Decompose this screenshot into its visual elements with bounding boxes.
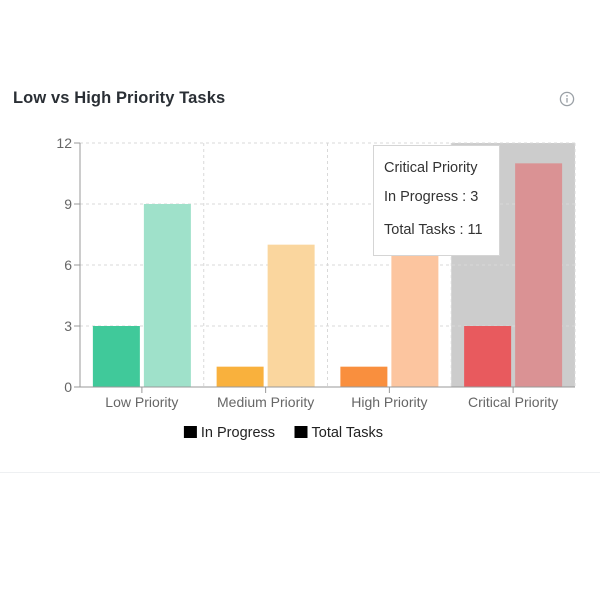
legend-swatch	[294, 426, 308, 438]
tooltip-in-progress: In Progress : 3	[384, 189, 479, 205]
y-tick-label: 6	[64, 257, 72, 273]
info-circle-icon[interactable]	[559, 91, 575, 107]
tooltip-total: Total Tasks : 11	[384, 222, 483, 238]
bar-total-tasks	[391, 244, 439, 387]
y-tick-label: 0	[64, 379, 72, 395]
bar-in-progress	[92, 326, 140, 387]
y-tick-label: 3	[64, 318, 72, 334]
legend-label: In Progress	[201, 425, 275, 441]
tooltip-title: Critical Priority	[384, 160, 478, 176]
x-tick-label: High Priority	[351, 394, 427, 410]
y-tick-label: 12	[56, 135, 72, 151]
bar-total-tasks	[515, 163, 563, 387]
bar-in-progress	[216, 366, 264, 387]
y-tick-label: 9	[64, 196, 72, 212]
x-tick-label: Low Priority	[105, 394, 178, 410]
x-tick-label: Critical Priority	[468, 394, 558, 410]
bar-in-progress	[464, 326, 512, 387]
x-tick-label: Medium Priority	[217, 394, 314, 410]
legend-swatch	[183, 426, 197, 438]
bar-total-tasks	[267, 244, 315, 387]
chart-card: Low vs High Priority Tasks 0 3 6 9 12 Low Pri…	[0, 89, 600, 473]
bar-chart: 0 3 6 9 12 Low Priority Medium Priority High Pr…	[56, 135, 576, 441]
card-title: Low vs High Priority Tasks	[13, 89, 226, 107]
chart-tooltip: Critical Priority In Progress : 3 Total …	[373, 145, 500, 256]
bar-total-tasks	[143, 204, 191, 387]
bar-in-progress	[340, 366, 388, 387]
legend-label: Total Tasks	[312, 425, 383, 441]
